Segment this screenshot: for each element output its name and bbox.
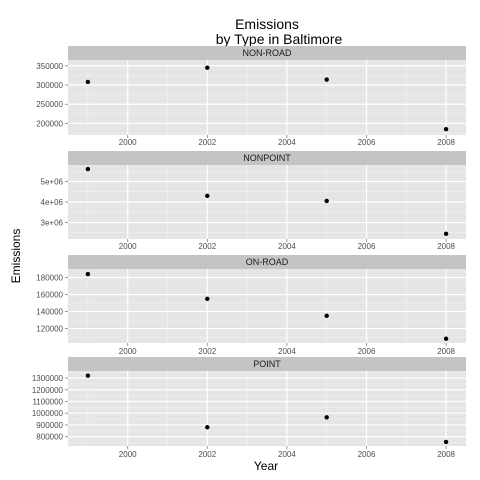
y-tick-label: 350000 <box>36 62 63 71</box>
y-tick-label: 4e+06 <box>41 198 64 207</box>
y-tick-label: 160000 <box>36 291 63 300</box>
y-axis-title: Emissions <box>9 229 23 284</box>
y-tick-label: 800000 <box>36 433 63 442</box>
y-tick-label: 120000 <box>36 325 63 334</box>
x-tick-label: 2008 <box>437 347 455 356</box>
y-tick-label: 1100000 <box>32 397 63 406</box>
x-tick-label: 2004 <box>278 138 296 147</box>
data-point <box>85 271 91 277</box>
y-tick-label: 5e+06 <box>41 177 64 186</box>
chart-title-line-2: by Type in Baltimore <box>216 31 343 47</box>
x-tick-label: 2004 <box>278 347 296 356</box>
x-tick-label: 2000 <box>119 242 137 251</box>
data-point <box>324 313 329 318</box>
y-tick-label: 300000 <box>36 81 63 90</box>
facet-panel-on-road: ON-ROAD 2000 2002 2004 2006 2008 120000 140000 1… <box>36 255 466 356</box>
x-tick-label: 2000 <box>119 347 137 356</box>
x-tick-label: 2008 <box>437 242 455 251</box>
x-tick-label: 2004 <box>278 242 296 251</box>
data-point <box>324 198 329 204</box>
data-point <box>205 296 210 301</box>
x-tick-label: 2000 <box>119 450 137 459</box>
x-tick-label: 2002 <box>198 242 216 251</box>
x-tick-label: 2002 <box>198 347 216 356</box>
x-tick-label: 2002 <box>198 138 216 147</box>
facet-strip-label: NONPOINT <box>243 153 291 163</box>
x-tick-label: 2008 <box>437 450 455 459</box>
facet-strip-label: ON-ROAD <box>246 257 289 267</box>
y-tick-label: 200000 <box>36 119 63 128</box>
x-tick-label: 2006 <box>358 242 376 251</box>
y-tick-label: 1300000 <box>32 374 64 383</box>
y-tick-label: 900000 <box>36 421 63 430</box>
facet-panel-non-road: NON-ROAD 2000 2002 2004 2006 2008 200000 250000… <box>36 46 466 147</box>
data-point <box>85 373 91 378</box>
y-tick-label: 1000000 <box>32 409 64 418</box>
data-point <box>85 79 91 85</box>
data-point <box>443 336 449 341</box>
y-tick-label: 1200000 <box>32 386 64 395</box>
panel-background <box>68 269 466 343</box>
x-tick-label: 2006 <box>358 138 376 147</box>
data-point <box>205 65 210 70</box>
panel-background <box>68 371 466 446</box>
x-axis-title: Year <box>254 459 278 473</box>
x-tick-label: 2006 <box>358 450 376 459</box>
facet-strip-label: NON-ROAD <box>243 48 292 58</box>
data-point <box>443 231 449 237</box>
data-point <box>443 439 449 445</box>
facet-strip <box>68 46 466 60</box>
facet-strip <box>68 357 466 371</box>
y-tick-label: 3e+06 <box>41 219 64 228</box>
x-tick-label: 2000 <box>119 138 137 147</box>
facet-strip <box>68 255 466 269</box>
data-point <box>443 127 449 132</box>
x-tick-label: 2002 <box>198 450 216 459</box>
x-tick-label: 2004 <box>278 450 296 459</box>
x-tick-label: 2006 <box>358 347 376 356</box>
y-tick-label: 140000 <box>36 308 63 317</box>
y-tick-label: 250000 <box>36 100 63 109</box>
y-tick-label: 180000 <box>36 274 63 283</box>
facet-panel-point: POINT 2000 2002 2004 2006 2008 800000 900000 100… <box>32 357 466 459</box>
panel-background <box>68 60 466 135</box>
data-point <box>324 415 329 420</box>
facet-strip <box>68 151 466 165</box>
data-point <box>85 166 91 172</box>
facet-panel-nonpoint: NONPOINT 2000 2002 2004 2006 2008 3e+06 4e+06 5e… <box>41 151 466 251</box>
data-point <box>324 77 329 82</box>
data-point <box>205 425 210 430</box>
data-point <box>205 193 210 199</box>
facet-strip-label: POINT <box>253 359 281 369</box>
x-tick-label: 2008 <box>437 138 455 147</box>
chart-title-line-1: Emissions <box>235 16 299 32</box>
facet-panels: NON-ROAD 2000 2002 2004 2006 2008 200000 250000… <box>32 46 466 459</box>
